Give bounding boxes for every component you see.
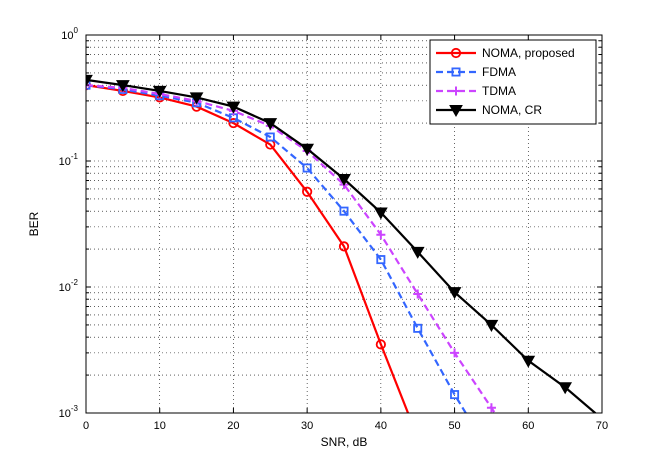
legend-marker <box>449 105 463 118</box>
data-point-marker <box>189 92 204 105</box>
data-point-marker <box>447 287 462 300</box>
axis-ticks: 0 10 20 30 40 50 60 70 10-3 10-2 10-1 100 <box>59 26 609 432</box>
series-line <box>86 84 468 413</box>
x-tick-label: 30 <box>301 420 313 432</box>
x-tick-label: 20 <box>227 420 239 432</box>
y-tick-label: 100 <box>61 26 78 42</box>
data-point-marker <box>115 80 130 93</box>
legend-marker <box>451 86 461 96</box>
legend-marker <box>451 67 461 77</box>
y-tick-label: 10-3 <box>59 404 79 420</box>
legend-item: NOMA, proposed <box>436 46 575 60</box>
legend-item: FDMA <box>436 65 516 79</box>
legend-label: TDMA <box>482 84 516 98</box>
data-point-marker <box>558 382 573 395</box>
data-point-marker <box>338 241 350 252</box>
x-tick-label: 70 <box>596 420 608 432</box>
data-point-marker <box>484 319 499 332</box>
data-point-marker <box>375 339 386 350</box>
data-point-marker <box>302 163 312 173</box>
data-point-marker <box>413 289 423 299</box>
data-point-marker <box>376 255 386 265</box>
y-tick-label: 10-2 <box>59 278 79 294</box>
x-tick-label: 10 <box>154 420 166 432</box>
y-axis-label: BER <box>27 211 41 236</box>
data-series <box>86 74 597 413</box>
data-point-marker <box>413 323 423 333</box>
data-point-marker <box>265 132 275 142</box>
data-point-marker <box>152 85 167 98</box>
series-noma-cr <box>86 74 597 413</box>
data-point-marker <box>450 390 460 400</box>
x-axis-label: SNR, dB <box>321 435 368 449</box>
series-line <box>86 84 410 413</box>
legend: NOMA, proposed FDMA TDMA NOMA, CR <box>429 39 597 125</box>
data-point-marker <box>300 143 315 156</box>
data-point-marker <box>263 118 278 131</box>
legend-item: TDMA <box>436 84 516 98</box>
data-point-marker <box>339 206 349 216</box>
legend-label: NOMA, CR <box>482 103 542 117</box>
data-point-marker <box>337 173 351 186</box>
y-tick-label: 10-1 <box>59 152 79 168</box>
x-tick-label: 0 <box>83 420 89 432</box>
data-point-marker <box>226 101 241 114</box>
data-point-marker <box>302 186 313 197</box>
data-point-marker <box>228 117 239 129</box>
x-tick-label: 40 <box>375 420 387 432</box>
data-point-marker <box>410 246 425 259</box>
data-point-marker <box>376 230 386 240</box>
plot-frame <box>85 34 603 414</box>
data-point-marker <box>486 403 496 413</box>
data-point-marker <box>450 348 460 358</box>
x-tick-label: 50 <box>448 420 460 432</box>
data-point-marker <box>86 74 93 87</box>
x-tick-label: 60 <box>522 420 534 432</box>
legend-label: FDMA <box>482 65 516 79</box>
legend-marker <box>450 47 462 59</box>
data-point-marker <box>373 207 388 220</box>
data-point-marker <box>521 355 536 368</box>
legend-label: NOMA, proposed <box>482 46 575 60</box>
legend-item: NOMA, CR <box>436 103 542 118</box>
